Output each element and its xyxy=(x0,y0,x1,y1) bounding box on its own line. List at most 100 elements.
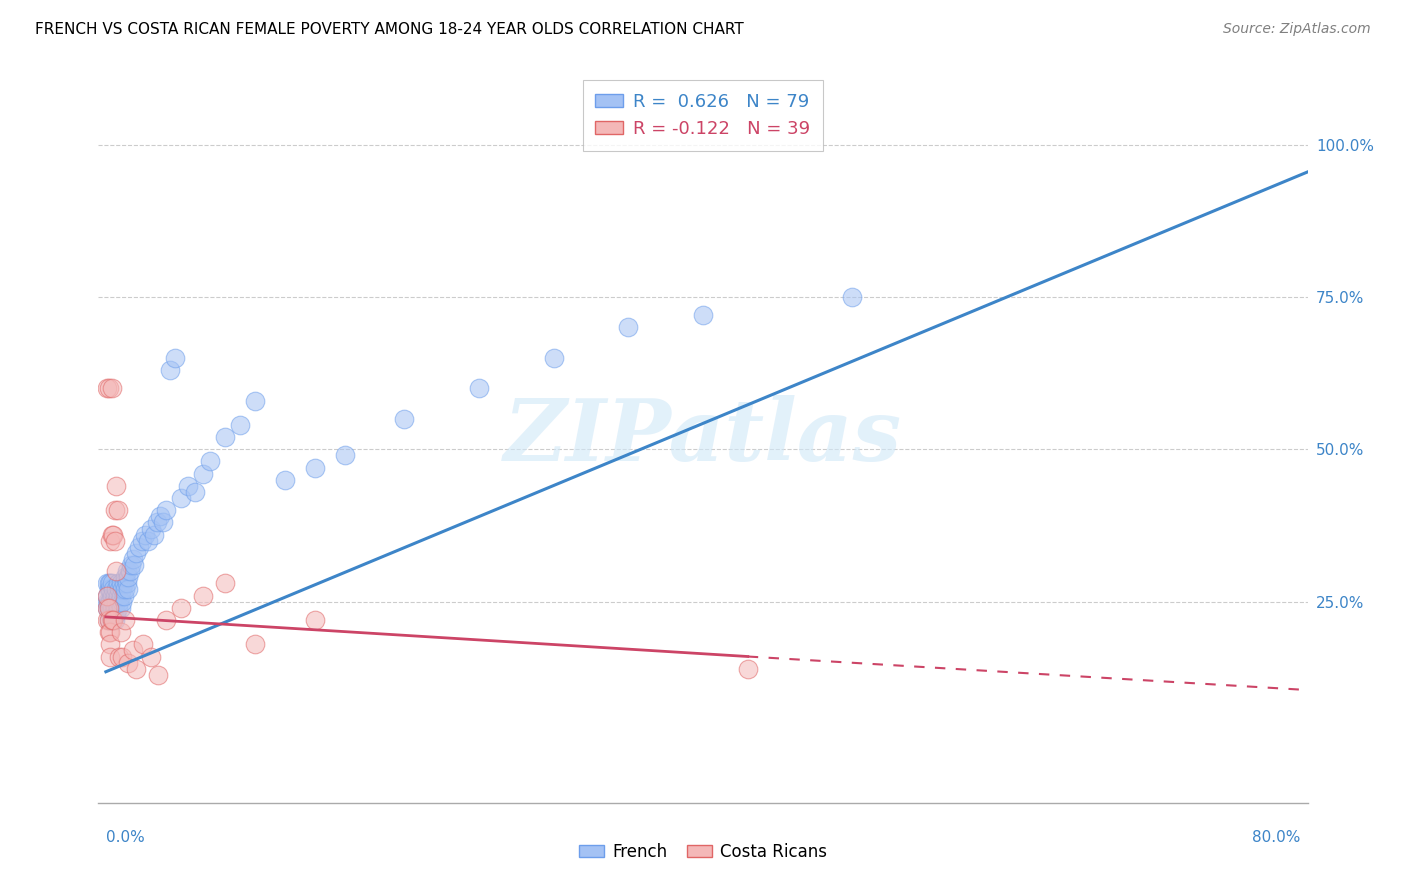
Point xyxy=(169,600,191,615)
Point xyxy=(98,582,121,597)
Point xyxy=(101,613,124,627)
Point xyxy=(105,607,128,621)
Point xyxy=(394,412,416,426)
Point xyxy=(184,485,207,500)
Point xyxy=(105,564,128,578)
Point xyxy=(125,546,148,560)
Point xyxy=(145,516,167,530)
Point xyxy=(136,533,159,548)
Point xyxy=(117,582,139,597)
Point xyxy=(97,600,120,615)
Point xyxy=(177,479,200,493)
Point xyxy=(111,582,134,597)
Point xyxy=(114,582,136,597)
Point xyxy=(229,417,252,432)
Point xyxy=(105,594,128,608)
Point xyxy=(97,625,120,640)
Point xyxy=(104,613,127,627)
Point xyxy=(97,576,120,591)
Point xyxy=(97,582,120,597)
Point xyxy=(101,576,124,591)
Point xyxy=(117,656,139,670)
Point xyxy=(139,521,162,535)
Point xyxy=(163,351,186,365)
Point xyxy=(110,576,132,591)
Point xyxy=(122,558,145,573)
Point xyxy=(114,570,136,584)
Point xyxy=(107,600,129,615)
Point xyxy=(101,381,124,395)
Point xyxy=(121,643,143,657)
Point xyxy=(214,430,236,444)
Point xyxy=(125,662,148,676)
Point xyxy=(131,533,153,548)
Point xyxy=(108,594,131,608)
Point xyxy=(214,576,236,591)
Point xyxy=(101,527,124,541)
Legend: French, Costa Ricans: French, Costa Ricans xyxy=(572,837,834,868)
Point xyxy=(468,381,491,395)
Point xyxy=(737,662,759,676)
Point xyxy=(169,491,191,505)
Point xyxy=(97,381,120,395)
Point xyxy=(103,582,125,597)
Point xyxy=(97,594,120,608)
Point xyxy=(103,527,125,541)
Point xyxy=(98,600,121,615)
Point xyxy=(243,393,266,408)
Point xyxy=(104,503,127,517)
Point xyxy=(121,552,143,566)
Point xyxy=(111,594,134,608)
Point xyxy=(96,589,118,603)
Point xyxy=(159,363,181,377)
Point xyxy=(105,582,128,597)
Point xyxy=(101,613,124,627)
Point xyxy=(103,607,125,621)
Point xyxy=(104,589,127,603)
Point xyxy=(96,589,118,603)
Point xyxy=(128,540,150,554)
Point xyxy=(617,320,640,334)
Point xyxy=(243,637,266,651)
Point xyxy=(108,582,131,597)
Point xyxy=(97,613,120,627)
Point xyxy=(98,576,121,591)
Point xyxy=(97,613,120,627)
Point xyxy=(155,613,177,627)
Point xyxy=(96,600,118,615)
Point xyxy=(98,607,121,621)
Point xyxy=(142,527,165,541)
Point xyxy=(110,625,132,640)
Point xyxy=(96,594,118,608)
Point xyxy=(155,503,177,517)
Point xyxy=(191,467,214,481)
Point xyxy=(304,460,326,475)
Point xyxy=(101,600,124,615)
Point xyxy=(107,589,129,603)
Point xyxy=(108,649,131,664)
Point xyxy=(98,625,121,640)
Point xyxy=(115,576,138,591)
Point xyxy=(112,576,135,591)
Point xyxy=(98,637,121,651)
Point xyxy=(841,290,863,304)
Point xyxy=(543,351,565,365)
Point xyxy=(98,533,121,548)
Point xyxy=(110,589,132,603)
Point xyxy=(114,613,136,627)
Point xyxy=(134,527,156,541)
Point xyxy=(98,594,121,608)
Point xyxy=(96,613,118,627)
Point xyxy=(101,589,124,603)
Point xyxy=(110,600,132,615)
Point xyxy=(97,600,120,615)
Text: FRENCH VS COSTA RICAN FEMALE POVERTY AMONG 18-24 YEAR OLDS CORRELATION CHART: FRENCH VS COSTA RICAN FEMALE POVERTY AMO… xyxy=(35,22,744,37)
Point xyxy=(104,600,127,615)
Point xyxy=(149,509,172,524)
Point xyxy=(103,613,125,627)
Point xyxy=(146,667,169,681)
Point xyxy=(98,649,121,664)
Point xyxy=(104,533,127,548)
Point xyxy=(96,381,118,395)
Point xyxy=(132,637,155,651)
